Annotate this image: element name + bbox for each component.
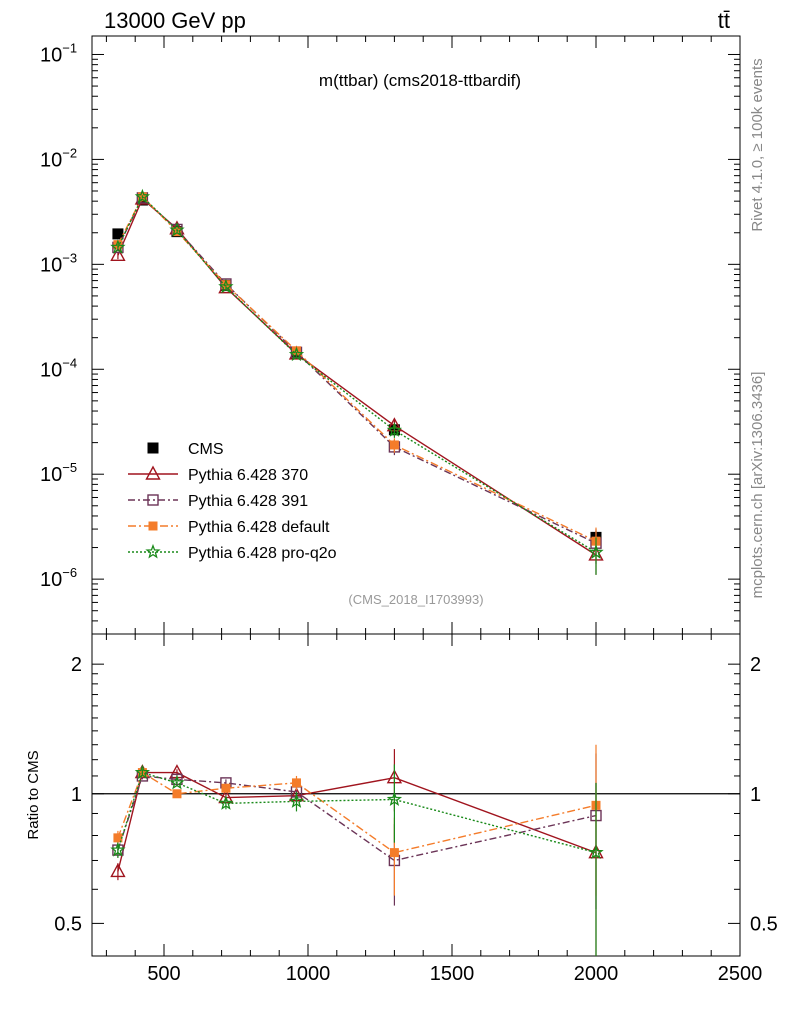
data-point (113, 833, 123, 843)
data-point (110, 246, 126, 261)
data-point (218, 278, 234, 294)
ratio-y-tick-label: 0.5 (750, 913, 778, 935)
legend-marker (145, 465, 161, 480)
main-y-tick-label: 10−6 (40, 565, 77, 591)
legend-marker (148, 521, 158, 531)
legend-label: Pythia 6.428 370 (188, 467, 308, 484)
data-point (288, 346, 305, 362)
x-tick-label: 2000 (574, 963, 619, 985)
data-point (110, 239, 126, 254)
legend-entry: CMS (147, 441, 224, 458)
data-point (110, 842, 126, 857)
legend-entry: Pythia 6.428 370 (128, 465, 308, 484)
main-y-tick-label: 10−3 (40, 250, 77, 276)
data-point (112, 228, 124, 240)
data-point (291, 778, 301, 788)
series-line-p391 (117, 196, 597, 544)
ratio-frame (91, 633, 741, 957)
main-y-tick-label: 10−2 (40, 145, 77, 171)
series-CMS (112, 194, 602, 546)
main-panel: 10−1 10−2 10−3 10−4 10−5 10−6 m(ttbar) (cms20… (40, 35, 741, 635)
legend-marker (147, 494, 159, 506)
legend-entry: Pythia 6.428 391 (128, 493, 308, 510)
series-pq2o (110, 188, 604, 575)
series-pdefault (113, 744, 601, 896)
ratio-y-tick-labels: 0.5 0.5 1 1 2 2 (54, 654, 778, 935)
data-point (169, 222, 185, 237)
data-point (288, 793, 305, 808)
legend-label: CMS (188, 441, 224, 458)
series-pq2o (110, 764, 604, 956)
x-tick-label: 2500 (718, 963, 763, 985)
x-tick-label: 500 (147, 963, 180, 985)
legend-label: Pythia 6.428 391 (188, 493, 308, 510)
legend-entry: Pythia 6.428 pro-q2o (128, 543, 337, 562)
legend-marker (145, 543, 161, 559)
x-tick-label: 1000 (286, 963, 331, 985)
data-point (389, 440, 399, 450)
ratio-ylabel: Ratio to CMS (25, 750, 42, 839)
process-label: tt̄ (718, 8, 730, 33)
series-p370 (110, 190, 604, 575)
ratio-axis-ticks (92, 634, 741, 956)
data-point (134, 188, 151, 204)
data-point (110, 863, 126, 878)
legend-entry: Pythia 6.428 default (128, 519, 330, 536)
data-point (386, 422, 403, 437)
main-y-tick-labels: 10−1 10−2 10−3 10−4 10−5 10−6 (40, 40, 77, 591)
chart-title: m(ttbar) (cms2018-ttbardif) (319, 71, 521, 90)
series-pdefault (113, 192, 601, 561)
data-point (221, 783, 231, 793)
ratio-y-tick-label: 2 (750, 654, 761, 676)
legend-label: Pythia 6.428 default (188, 519, 330, 536)
source-label: mcplots.cern.ch [arXiv:1306.3436] (749, 372, 766, 599)
series-line-p391 (117, 775, 597, 862)
ratio-y-tick-label: 0.5 (54, 913, 82, 935)
data-point (134, 764, 151, 780)
ratio-panel: 0.5 0.5 1 1 2 2 500 1000 1500 2000 2500 Ratio to … (25, 633, 778, 985)
series-line-pdefault (117, 195, 597, 542)
main-series-group (110, 188, 604, 575)
ratio-series-group (110, 744, 604, 956)
data-point (588, 844, 604, 860)
legend-label: Pythia 6.428 pro-q2o (188, 545, 337, 562)
ratio-y-tick-label: 2 (71, 654, 82, 676)
data-point (172, 789, 182, 799)
data-point (291, 346, 301, 356)
data-point (169, 774, 185, 790)
data-point (588, 544, 604, 559)
rivet-label: Rivet 4.1.0, ≥ 100k events (749, 58, 766, 231)
legend: CMS Pythia 6.428 370 Pythia 6.428 391 Pythi… (128, 441, 337, 562)
main-y-tick-label: 10−5 (40, 460, 77, 486)
energy-label: 13000 GeV pp (104, 8, 246, 33)
legend-marker (147, 442, 159, 454)
watermark: (CMS_2018_I1703993) (348, 592, 483, 607)
data-point (218, 795, 234, 810)
data-point (386, 791, 403, 806)
main-y-tick-label: 10−4 (40, 355, 77, 381)
ratio-y-tick-label: 1 (750, 784, 761, 806)
main-y-tick-label: 10−1 (40, 40, 77, 66)
data-point (389, 848, 399, 858)
ratio-y-tick-label: 1 (71, 784, 82, 806)
x-tick-label: 1500 (430, 963, 475, 985)
x-tick-labels: 500 1000 1500 2000 2500 (147, 963, 762, 985)
main-axis-ticks (92, 36, 741, 635)
